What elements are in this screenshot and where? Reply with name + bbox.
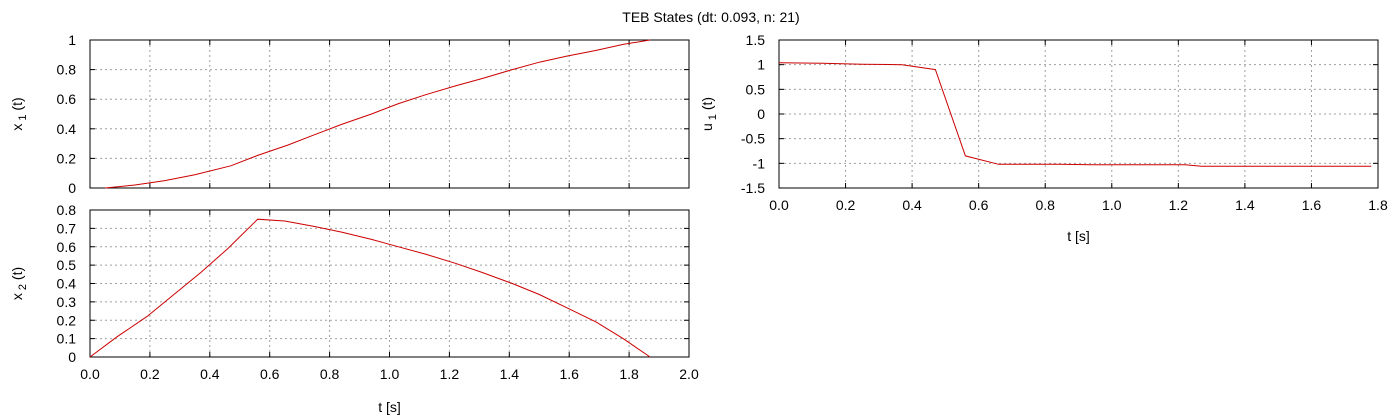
plot-panels: 00.20.40.60.81x 1 (t)00.10.20.30.40.50.6…	[9, 32, 1388, 415]
x-tick-label: 1.0	[380, 366, 400, 382]
y-tick-label: 0.5	[746, 81, 766, 97]
x-tick-label: 0.2	[140, 366, 160, 382]
y-axis-label: u 1 (t)	[699, 97, 719, 131]
y-tick-label: -0.5	[741, 131, 765, 147]
x-tick-label: 1.8	[619, 366, 639, 382]
y-axis-label-rest: (t)	[699, 97, 715, 114]
y-tick-label: 0.8	[57, 62, 77, 78]
y-tick-label: 0.7	[57, 220, 77, 236]
y-tick-label: 0	[68, 180, 76, 196]
plot-u1: -1.5 -1 -0.5 0 0.5 1 1.5 0.0 0.2 0.4 0.6 0.8 1.0 1.2 1…	[699, 32, 1388, 244]
y-tick-label: -1.5	[741, 180, 765, 196]
y-axis-label-subscript: 1	[17, 114, 29, 123]
y-axis-label-base: x	[9, 124, 25, 131]
y-tick-label: 0	[757, 106, 765, 122]
figure-title: TEB States (dt: 0.093, n: 21)	[622, 9, 799, 25]
x-tick-label: 0.4	[902, 197, 922, 213]
y-tick-label: 0.3	[57, 294, 77, 310]
x-tick-label: 0.4	[200, 366, 220, 382]
x-tick-label: 0.2	[836, 197, 856, 213]
x-tick-label: 2.0	[679, 366, 699, 382]
y-tick-label: 0.2	[57, 150, 77, 166]
x-tick-label: 1.2	[1169, 197, 1189, 213]
plot-frame	[89, 39, 690, 189]
x-tick-label: 1.0	[1102, 197, 1122, 213]
y-tick-label: 1	[757, 57, 765, 73]
y-tick-label: 0.2	[57, 312, 77, 328]
y-tick-label: 0.1	[57, 331, 77, 347]
y-tick-label: 0.6	[57, 239, 77, 255]
x-tick-label: 0.0	[80, 366, 100, 382]
y-axis-label-subscript: 1	[707, 114, 719, 123]
y-tick-label: 0.8	[57, 202, 77, 218]
x-axis-label: t [s]	[378, 399, 401, 415]
series-line-x1	[104, 39, 651, 189]
x-tick-label: 0.6	[969, 197, 989, 213]
y-axis-label: x 1 (t)	[9, 97, 29, 130]
series-line-x2	[89, 218, 651, 358]
series-line-u1	[778, 62, 1372, 167]
plot-x1: 00.20.40.60.81x 1 (t)	[9, 32, 690, 196]
x-axis-label: t [s]	[1067, 228, 1090, 244]
x-tick-label: 1.4	[500, 366, 520, 382]
y-tick-label: 0.4	[57, 121, 77, 137]
x-tick-label: 1.2	[440, 366, 460, 382]
y-tick-label: 0	[68, 349, 76, 365]
y-axis-label: x 2 (t)	[9, 267, 29, 300]
y-tick-label: -1	[753, 155, 766, 171]
x-tick-label: 0.8	[320, 366, 340, 382]
x-tick-label: 1.6	[559, 366, 579, 382]
y-tick-label: 1	[68, 32, 76, 48]
y-tick-label: 0.4	[57, 276, 77, 292]
plot-frame	[778, 39, 1379, 189]
plot-frame	[89, 209, 690, 358]
x-tick-label: 1.8	[1368, 197, 1388, 213]
y-tick-label: 0.6	[57, 91, 77, 107]
y-axis-label-base: x	[9, 293, 25, 300]
y-axis-label-rest: (t)	[9, 97, 25, 114]
x-tick-label: 0.6	[260, 366, 280, 382]
y-axis-label-subscript: 2	[17, 284, 29, 293]
x-tick-label: 1.6	[1302, 197, 1322, 213]
x-tick-label: 0.8	[1035, 197, 1055, 213]
x-tick-label: 0.0	[769, 197, 789, 213]
y-tick-label: 0.5	[57, 257, 77, 273]
y-tick-label: 1.5	[746, 32, 766, 48]
x-tick-label: 1.4	[1235, 197, 1255, 213]
plot-x2: 0 0.1 0.2 0.3 0.4 0.5 0.6 0.7 0.8 0.0 0.2 0.4 0.6 0.8…	[9, 202, 699, 415]
y-axis-label-rest: (t)	[9, 267, 25, 284]
y-axis-label-base: u	[699, 123, 715, 131]
